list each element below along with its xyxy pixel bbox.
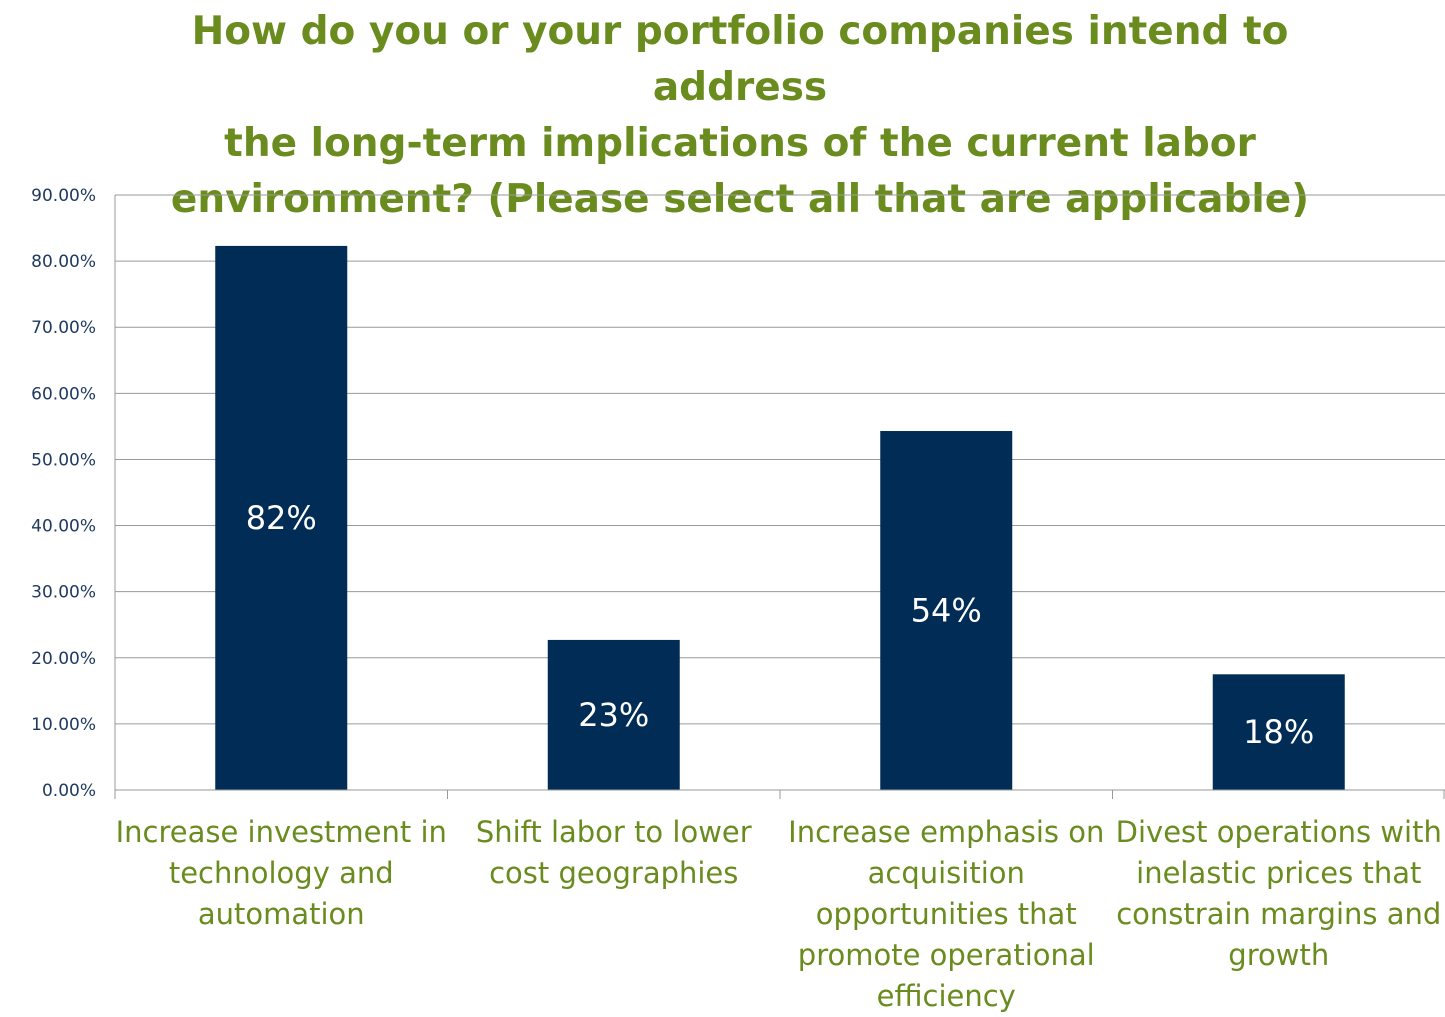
bar-data-label: 23%: [578, 696, 649, 734]
category-label: Increase investment in technology and au…: [115, 815, 447, 931]
x-axis: [114, 195, 1445, 799]
bar-data-label: 82%: [246, 499, 317, 537]
bar-data-label: 54%: [911, 592, 982, 630]
y-tick-label: 30.00%: [31, 583, 96, 603]
chart-title-line: the long-term implications of the curren…: [224, 121, 1256, 166]
y-tick-label: 20.00%: [31, 649, 96, 669]
bar: [880, 431, 1013, 790]
category-label: Increase emphasis on acquisition opportu…: [788, 815, 1105, 1013]
category-label: Shift labor to lower cost geographies: [475, 815, 752, 890]
category-label: Divest operations with inelastic prices …: [1115, 815, 1442, 972]
chart-title: How do you or your portfolio companies i…: [140, 4, 1340, 228]
bar: [547, 639, 680, 790]
y-tick-label: 70.00%: [31, 318, 96, 338]
y-tick-label: 60.00%: [31, 384, 96, 404]
chart-plot: 0.00% 10.00% 20.00% 30.00% 40.00% 50.00% 60.00…: [31, 186, 1445, 801]
y-tick-label: 50.00%: [31, 450, 96, 470]
bar-data-label: 18%: [1243, 713, 1314, 751]
y-tick-label: 80.00%: [31, 252, 96, 272]
chart-title-line: environment? (Please select all that are…: [170, 177, 1310, 222]
y-tick-label: 90.00%: [31, 186, 96, 206]
chart-title-line: How do you or your portfolio companies i…: [191, 9, 1289, 110]
y-tick-label: 10.00%: [31, 715, 96, 735]
y-tick-label: 0.00%: [42, 781, 96, 801]
bar: [1212, 674, 1345, 790]
bars: 82% 23% 54% 18%: [215, 245, 1345, 791]
bar: [215, 245, 348, 791]
y-axis-ticks: 0.00% 10.00% 20.00% 30.00% 40.00% 50.00% 60.00…: [31, 186, 96, 801]
y-tick-label: 40.00%: [31, 517, 96, 537]
